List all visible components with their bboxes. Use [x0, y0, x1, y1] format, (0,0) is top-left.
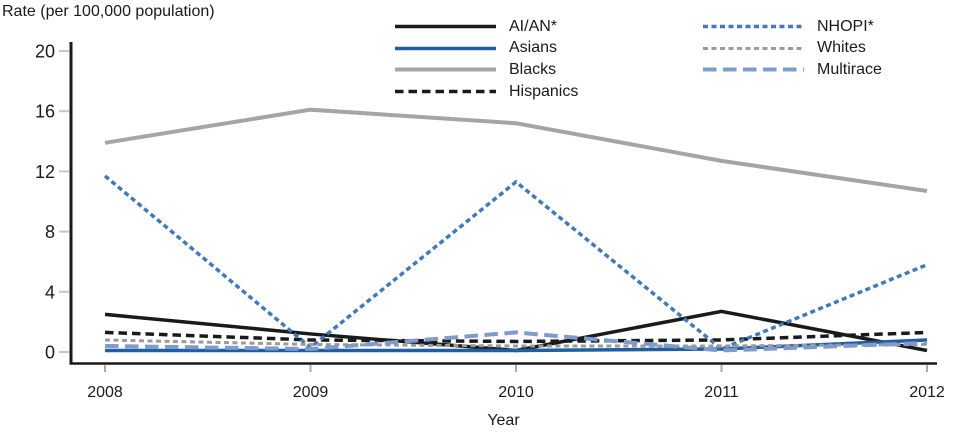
- legend-label-multirace: Multirace: [817, 60, 882, 78]
- series-line-hispanics: [104, 330, 928, 344]
- y-tick-label: 16: [35, 102, 55, 122]
- legend-item-whites: Whites: [703, 38, 882, 60]
- legend-item-hispanics: Hispanics: [395, 81, 578, 103]
- series-line-blacks: [104, 107, 928, 193]
- x-axis-title: Year: [487, 412, 520, 429]
- x-tick-label: 2009: [293, 384, 329, 401]
- legend-swatch-asians: [395, 46, 496, 51]
- y-tick-label: 8: [45, 222, 55, 242]
- series-line-asians: [105, 338, 928, 353]
- x-tick-label: 2008: [87, 384, 123, 401]
- legend-swatch-hispanics: [395, 89, 496, 94]
- x-tick-label: 2012: [909, 384, 945, 401]
- legend-label-nhopi: NHOPI*: [817, 17, 874, 35]
- y-tick-label: 20: [35, 42, 55, 62]
- legend-swatch-multirace: [703, 67, 804, 72]
- legend-label-asians: Asians: [509, 39, 558, 57]
- legend-label-hispanics: Hispanics: [509, 82, 579, 100]
- legend-label-blacks: Blacks: [509, 60, 557, 78]
- x-tick-label: 2011: [704, 384, 739, 401]
- series-line-nhopi: [103, 174, 928, 352]
- legend-swatch-ai-an: [395, 25, 496, 29]
- legend-column-right: NHOPI* Whites Multirace: [703, 16, 882, 81]
- legend-item-multirace: Multirace: [703, 59, 882, 81]
- y-tick-label: 0: [45, 343, 55, 363]
- legend-item-blacks: Blacks: [395, 59, 578, 81]
- series-line-multirace: [104, 330, 928, 353]
- legend-item-nhopi: NHOPI*: [703, 16, 882, 38]
- y-tick-label: 4: [45, 282, 55, 302]
- legend-label-whites: Whites: [817, 39, 866, 57]
- legend-column-left: AI/AN* Asians Blacks Hispanics: [395, 16, 578, 102]
- y-tick-label: 12: [35, 162, 55, 182]
- y-axis-title: Rate (per 100,000 population): [2, 3, 215, 20]
- legend-item-ai-an: AI/AN*: [395, 16, 578, 38]
- series-line-whites: [104, 338, 928, 348]
- legend-label-ai-an: AI/AN*: [509, 17, 558, 35]
- x-tick-label: 2010: [498, 384, 534, 401]
- legend-swatch-blacks: [395, 67, 496, 72]
- legend-item-asians: Asians: [395, 38, 578, 60]
